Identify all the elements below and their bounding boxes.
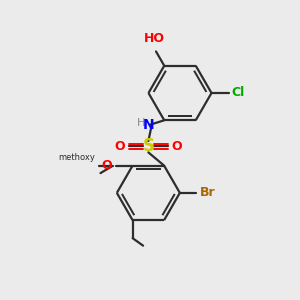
- Text: Cl: Cl: [232, 86, 245, 100]
- Text: O: O: [115, 140, 125, 153]
- Text: H: H: [137, 118, 146, 128]
- Text: O: O: [171, 140, 182, 153]
- Text: methoxy: methoxy: [58, 153, 95, 162]
- Text: HO: HO: [144, 32, 165, 45]
- Text: O: O: [102, 159, 112, 172]
- Text: Br: Br: [200, 186, 216, 200]
- Text: N: N: [142, 118, 154, 132]
- Text: S: S: [142, 137, 154, 155]
